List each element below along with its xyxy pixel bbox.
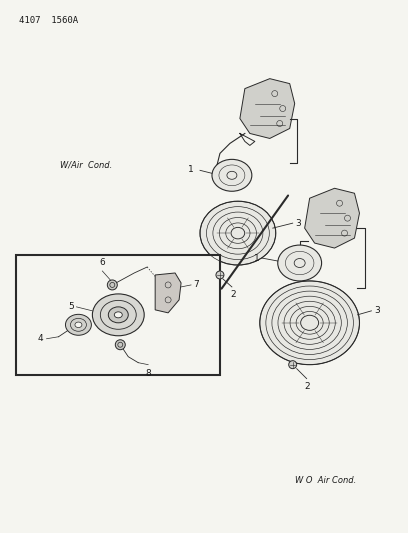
Polygon shape: [305, 188, 359, 248]
Polygon shape: [240, 79, 295, 139]
Text: 5: 5: [69, 302, 74, 311]
Circle shape: [115, 340, 125, 350]
Text: 4107  1560A: 4107 1560A: [19, 16, 78, 25]
Ellipse shape: [278, 245, 322, 281]
Ellipse shape: [92, 294, 144, 336]
Ellipse shape: [109, 307, 128, 323]
Text: 4: 4: [38, 334, 44, 343]
Polygon shape: [155, 273, 181, 313]
Text: 1: 1: [254, 254, 260, 263]
Text: W O  Air Cond.: W O Air Cond.: [295, 476, 356, 485]
Text: W/Air  Cond.: W/Air Cond.: [60, 161, 113, 170]
Circle shape: [216, 271, 224, 279]
Ellipse shape: [75, 322, 82, 328]
Ellipse shape: [114, 312, 122, 318]
Ellipse shape: [260, 281, 359, 365]
Text: 2: 2: [230, 290, 236, 299]
Ellipse shape: [200, 201, 276, 265]
Bar: [16, 255, 220, 375]
Circle shape: [289, 361, 297, 369]
Ellipse shape: [231, 228, 245, 239]
Ellipse shape: [294, 259, 305, 268]
Ellipse shape: [227, 171, 237, 179]
Ellipse shape: [301, 316, 319, 330]
Text: 2: 2: [305, 382, 310, 391]
Ellipse shape: [212, 159, 252, 191]
Circle shape: [107, 280, 117, 290]
Text: 3: 3: [375, 306, 380, 316]
Text: 8: 8: [145, 369, 151, 378]
Ellipse shape: [65, 314, 91, 335]
Text: 3: 3: [296, 219, 302, 228]
Text: 6: 6: [100, 258, 105, 267]
Text: 7: 7: [193, 280, 199, 289]
Text: 1: 1: [188, 165, 194, 174]
